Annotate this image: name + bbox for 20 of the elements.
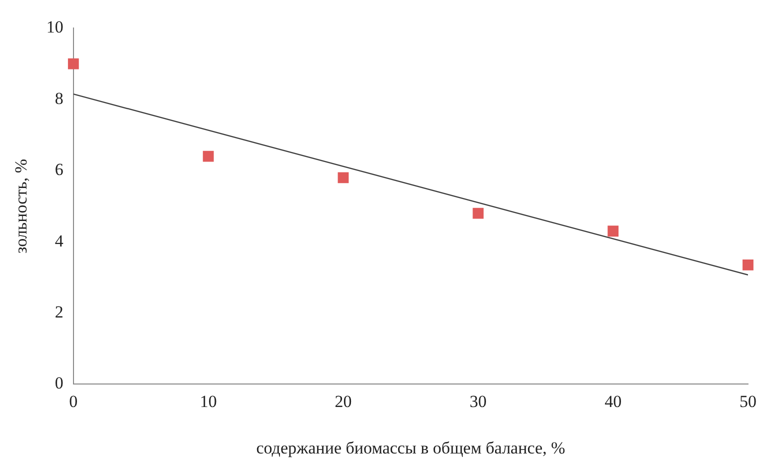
y-tick-label: 4	[54, 231, 64, 250]
x-tick-label: 50	[740, 392, 756, 411]
y-tick-label: 0	[54, 374, 64, 393]
point	[68, 58, 79, 70]
point	[472, 208, 484, 219]
y-tick-label: 6	[54, 160, 64, 180]
x-axis-title: содержание биомассы в общем балансе, %	[256, 438, 566, 458]
x-tick-label: 10	[200, 392, 217, 411]
point	[202, 150, 214, 162]
x-tick-label: 40	[604, 392, 622, 411]
point	[338, 172, 349, 184]
y-tick-label: 10	[46, 18, 64, 37]
x-tick-label: 20	[334, 392, 352, 411]
x-tick-label: 0	[69, 392, 78, 411]
point	[742, 259, 754, 270]
y-tick-label: 2	[54, 302, 64, 322]
y-axis-title: зольность, %	[12, 158, 31, 254]
y-tick-label: 8	[54, 88, 64, 108]
x-tick-label: 30	[470, 392, 487, 411]
point	[608, 226, 619, 237]
